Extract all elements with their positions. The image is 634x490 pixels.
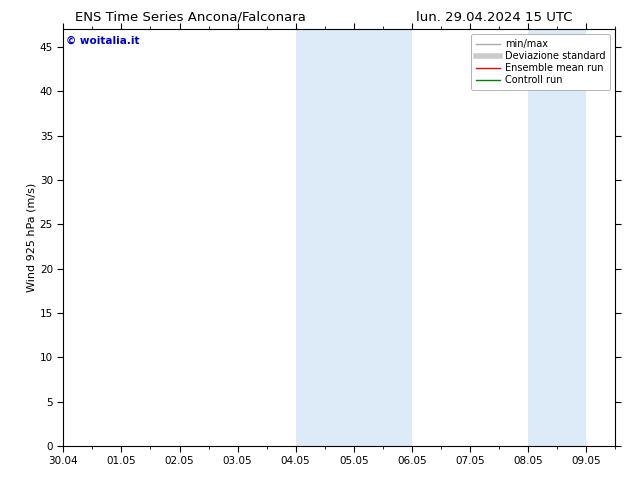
Bar (325, 29, 354, 446)
Bar (354, 29, 383, 446)
Bar (383, 29, 411, 446)
Text: © woitalia.it: © woitalia.it (66, 36, 139, 46)
Bar (528, 29, 557, 446)
Y-axis label: Wind 925 hPa (m/s): Wind 925 hPa (m/s) (27, 183, 37, 292)
Text: ENS Time Series Ancona/Falconara: ENS Time Series Ancona/Falconara (75, 11, 306, 24)
Bar (557, 29, 586, 446)
Bar (295, 29, 325, 446)
Text: lun. 29.04.2024 15 UTC: lun. 29.04.2024 15 UTC (417, 11, 573, 24)
Legend: min/max, Deviazione standard, Ensemble mean run, Controll run: min/max, Deviazione standard, Ensemble m… (470, 34, 610, 90)
